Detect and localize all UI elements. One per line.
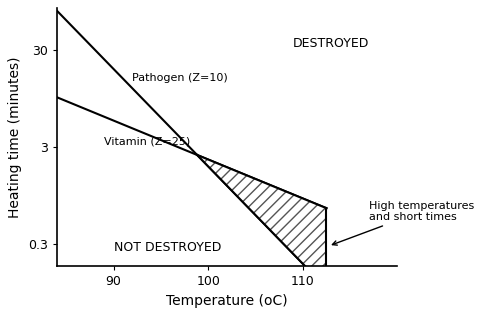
X-axis label: Temperature (oC): Temperature (oC) [166,294,288,308]
Text: DESTROYED: DESTROYED [293,37,370,50]
Text: Vitamin (Z=25): Vitamin (Z=25) [104,136,191,146]
Text: NOT DESTROYED: NOT DESTROYED [114,241,221,254]
Y-axis label: Heating time (minutes): Heating time (minutes) [8,57,23,218]
Text: High temperatures
and short times: High temperatures and short times [333,201,474,245]
Text: Pathogen (Z=10): Pathogen (Z=10) [132,73,228,82]
